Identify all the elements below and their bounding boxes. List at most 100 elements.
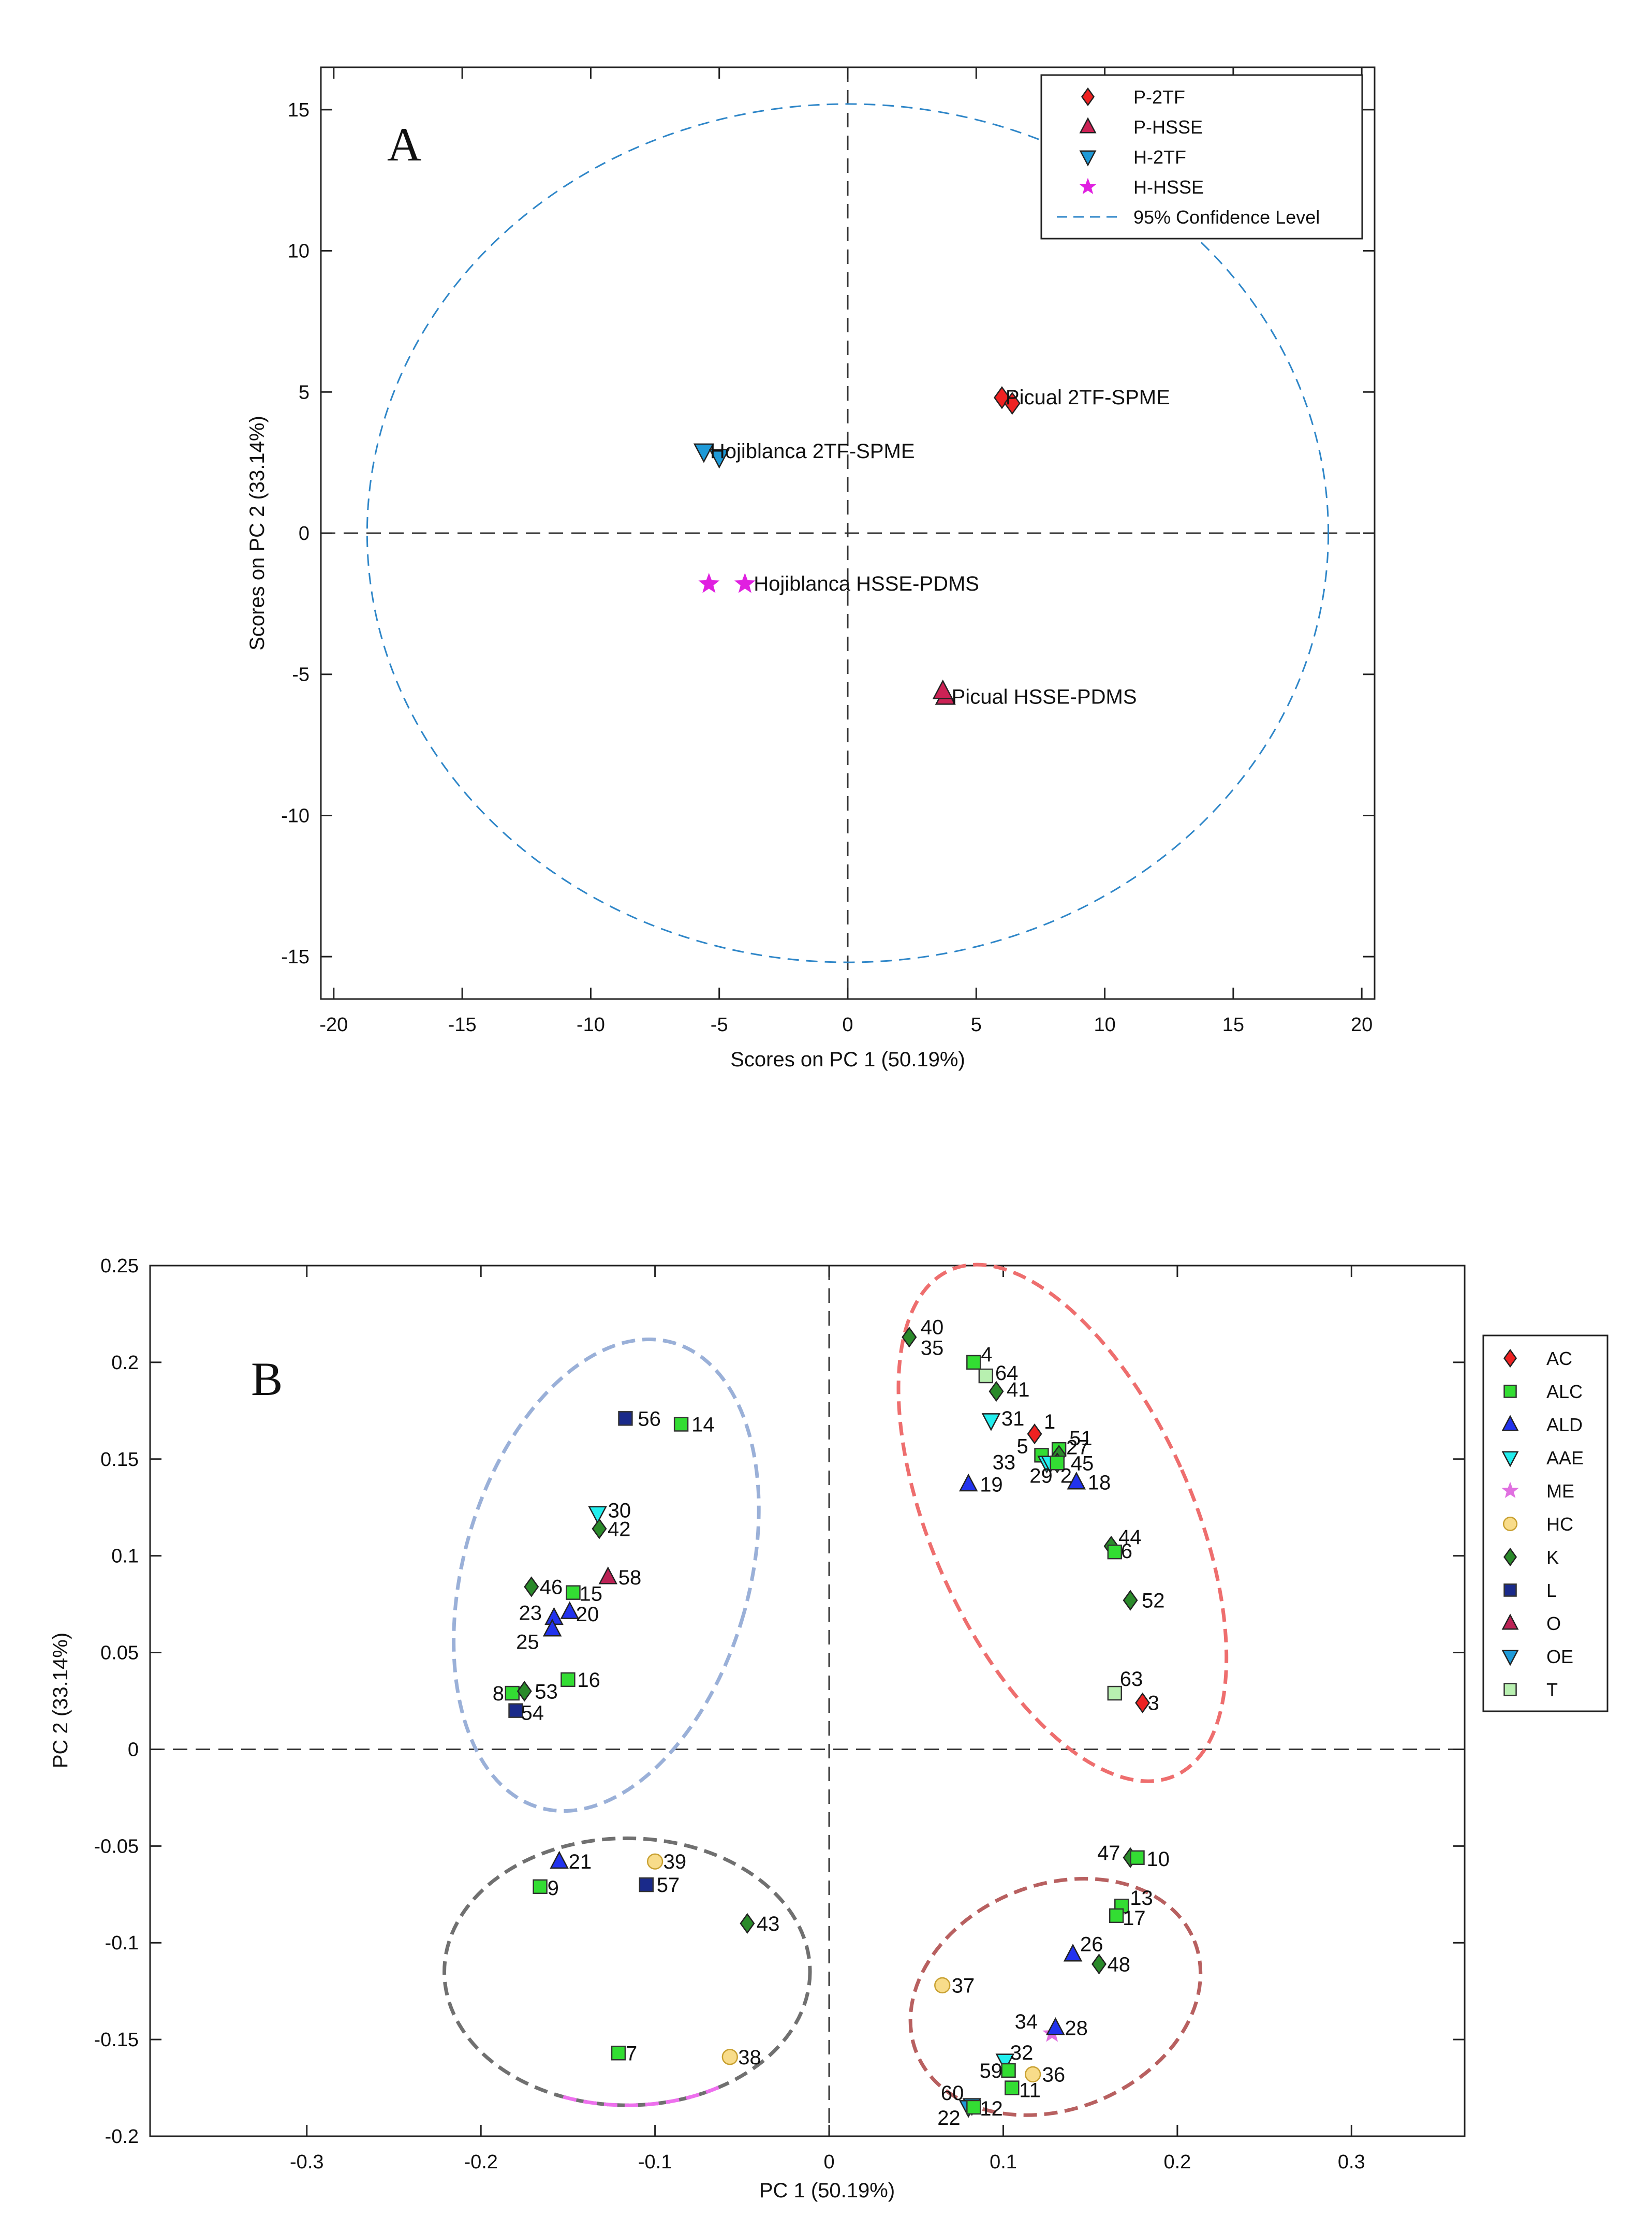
panel-b-legend-marker-l [1503, 1583, 1517, 1597]
panel-b-point-label-13: 13 [1130, 1887, 1153, 1910]
panel-a-x-tick-label: 15 [1222, 1014, 1244, 1036]
panel-b-legend-marker-aae [1501, 1451, 1519, 1467]
panel-a-y-tick-label: 5 [299, 381, 309, 403]
panel-a-points [693, 386, 1021, 705]
panel-b-point-ald-25 [542, 1619, 562, 1637]
panel-b-x-tick-label: -0.3 [290, 2151, 323, 2173]
panel-b-point-alc-16 [561, 1672, 576, 1687]
panel-b-point-label-11: 11 [1019, 2079, 1041, 2102]
panel-b-point-alc-8 [505, 1685, 520, 1701]
panel-b-point-t-64 [978, 1368, 994, 1384]
panel-b-point-hc-36 [1025, 2066, 1041, 2083]
panel-a-ticks: -20 -15 -10 -5 0 5 10 15 20 15 10 5 0 -5 -10 -15 [281, 67, 1375, 1036]
panel-b-point-label-7: 7 [626, 2042, 637, 2065]
panel-b-point-label-59: 59 [980, 2060, 1003, 2082]
panel-b-point-alc-15 [566, 1585, 581, 1600]
panel-b-point-label-38: 38 [738, 2046, 761, 2069]
panel-b-legend-label-aae: AAE [1546, 1447, 1584, 1469]
panel-b-y-axis-label: PC 2 (33.14%) [49, 1633, 72, 1768]
panel-b-point-label-54: 54 [521, 1702, 543, 1725]
panel-b-point-label-64: 64 [995, 1362, 1019, 1385]
panel-a-point-p-2tf [994, 386, 1010, 409]
panel-b-ellipse-accent-arc [558, 2086, 719, 2107]
panel-b-x-tick-label: -0.2 [464, 2151, 497, 2173]
panel-b-point-k-43 [740, 1913, 755, 1934]
panel-b-legend-marker-k [1503, 1547, 1517, 1567]
panel-a-x-tick-label: 20 [1351, 1014, 1373, 1036]
panel-b-point-label-14: 14 [691, 1413, 715, 1436]
panel-b-ticks: -0.3 -0.2 -0.1 0 0.1 0.2 0.3 0.25 0.2 0.15 0.1 0.05… [94, 1255, 1465, 2173]
panel-b-point-hc-38 [721, 2049, 738, 2065]
panel-b-point-label-17: 17 [1123, 1907, 1146, 1930]
panel-a-legend-marker-h-hsse [1079, 178, 1097, 195]
panel-b-point-label-44: 44 [1118, 1526, 1142, 1549]
panel-b-point-alc-7 [611, 2046, 626, 2061]
panel-b-point-ald-28 [1046, 2017, 1065, 2035]
panel-b-point-label-5: 5 [1016, 1435, 1028, 1458]
panel-b-point-label-34: 34 [1015, 2010, 1038, 2033]
panel-b-plot-frame [149, 1265, 1466, 2137]
panel-b-point-alc-6 [1107, 1544, 1122, 1560]
panel-b-point-label-6: 6 [1121, 1540, 1132, 1563]
panel-b-point-label-22: 22 [937, 2107, 961, 2130]
panel-b-point-label-33: 33 [993, 1451, 1016, 1474]
panel-b-x-tick-label: 0.3 [1338, 2151, 1365, 2173]
panel-b-point-ald-19 [958, 1473, 978, 1492]
panel-a-legend-marker-h-2tf [1079, 150, 1097, 167]
panel-b-point-label-48: 48 [1108, 1953, 1131, 1976]
panel-b-point-label-23: 23 [519, 1602, 542, 1624]
panel-b-legend-label-l: L [1546, 1580, 1557, 1601]
panel-b-point-label-51: 51 [1069, 1427, 1093, 1450]
panel-b-point-label-15: 15 [580, 1583, 603, 1606]
panel-b-point-l-57 [639, 1877, 654, 1892]
panel-b-point-label-39: 39 [663, 1851, 687, 1873]
panel-b-point-label-60: 60 [941, 2082, 964, 2105]
panel-b-gridlines [150, 1266, 1465, 2136]
panel-b-chart: -0.3 -0.2 -0.1 0 0.1 0.2 0.3 0.25 0.2 0.15 0.1 0.05… [49, 1255, 1609, 2202]
panel-a-point-p-hsse [932, 679, 953, 699]
panel-a-y-tick-label: -5 [292, 664, 309, 686]
panel-b-x-tick-label: 0.2 [1163, 2151, 1191, 2173]
panel-b-point-label-26: 26 [1080, 1933, 1103, 1956]
panel-a-chart: -20 -15 -10 -5 0 5 10 15 20 15 10 5 0 -5 -10 -15 Picual… [246, 66, 1376, 1071]
panel-b-point-label-12: 12 [980, 2097, 1003, 2120]
panel-a-x-tick-label: 10 [1094, 1014, 1115, 1036]
panel-b-point-label-21: 21 [569, 1851, 592, 1873]
panel-a-legend-label-h-2tf: H-2TF [1133, 146, 1186, 168]
panel-a-legend-marker-p-2tf [1081, 87, 1095, 107]
panel-b-legend-marker-alc [1503, 1385, 1517, 1398]
panel-b-ellipse-upper-left [452, 1338, 761, 1813]
panel-b-legend-label-oe: OE [1546, 1646, 1573, 1667]
panel-b-point-label-25: 25 [516, 1631, 539, 1654]
panel-a-legend: P-2TF P-HSSE H-2TF H-HSSE 95% Confidence Lev… [1040, 74, 1363, 240]
panel-b-point-label-46: 46 [540, 1576, 563, 1598]
panel-b-point-l-54 [508, 1703, 523, 1718]
panel-a-point-h-hsse [734, 572, 756, 593]
panel-b-point-alc-9 [533, 1879, 548, 1895]
panel-b-point-alc-10 [1130, 1850, 1145, 1865]
panel-a-legend-box [1040, 74, 1363, 240]
panel-b-legend-label-o: O [1546, 1613, 1561, 1634]
panel-a-annotation-hojiblanca-hsse-pdms: Hojiblanca HSSE-PDMS [754, 572, 979, 595]
panel-b-point-label-30: 30 [608, 1499, 631, 1522]
panel-b-legend-label-alc: ALC [1546, 1381, 1583, 1402]
panel-b-cluster-ellipses [443, 1262, 1229, 2117]
panel-b-point-l-56 [618, 1411, 633, 1426]
panel-b-point-label-37: 37 [952, 1974, 975, 1997]
panel-b-legend-label-ald: ALD [1546, 1414, 1583, 1435]
panel-b-y-tick-label: 0.05 [100, 1642, 139, 1664]
panel-b-point-alc-17 [1109, 1908, 1124, 1923]
panel-b-y-tick-label: 0.2 [111, 1352, 139, 1374]
panel-b-point-label-19: 19 [980, 1473, 1003, 1496]
panel-a-x-tick-label: -5 [711, 1014, 728, 1036]
panel-b-point-k-41 [989, 1381, 1004, 1402]
panel-b-legend-marker-t [1503, 1683, 1517, 1696]
panel-b-point-alc-14 [673, 1417, 689, 1432]
panel-a-legend-label-p-2tf: P-2TF [1133, 86, 1185, 108]
panel-a-legend-label-h-hsse: H-HSSE [1133, 177, 1204, 198]
panel-b-point-k-42 [592, 1518, 607, 1539]
panel-b-point-label-18: 18 [1088, 1472, 1111, 1494]
panel-b-x-tick-label: 0.1 [990, 2151, 1017, 2173]
panel-b-legend-box [1482, 1334, 1609, 1712]
